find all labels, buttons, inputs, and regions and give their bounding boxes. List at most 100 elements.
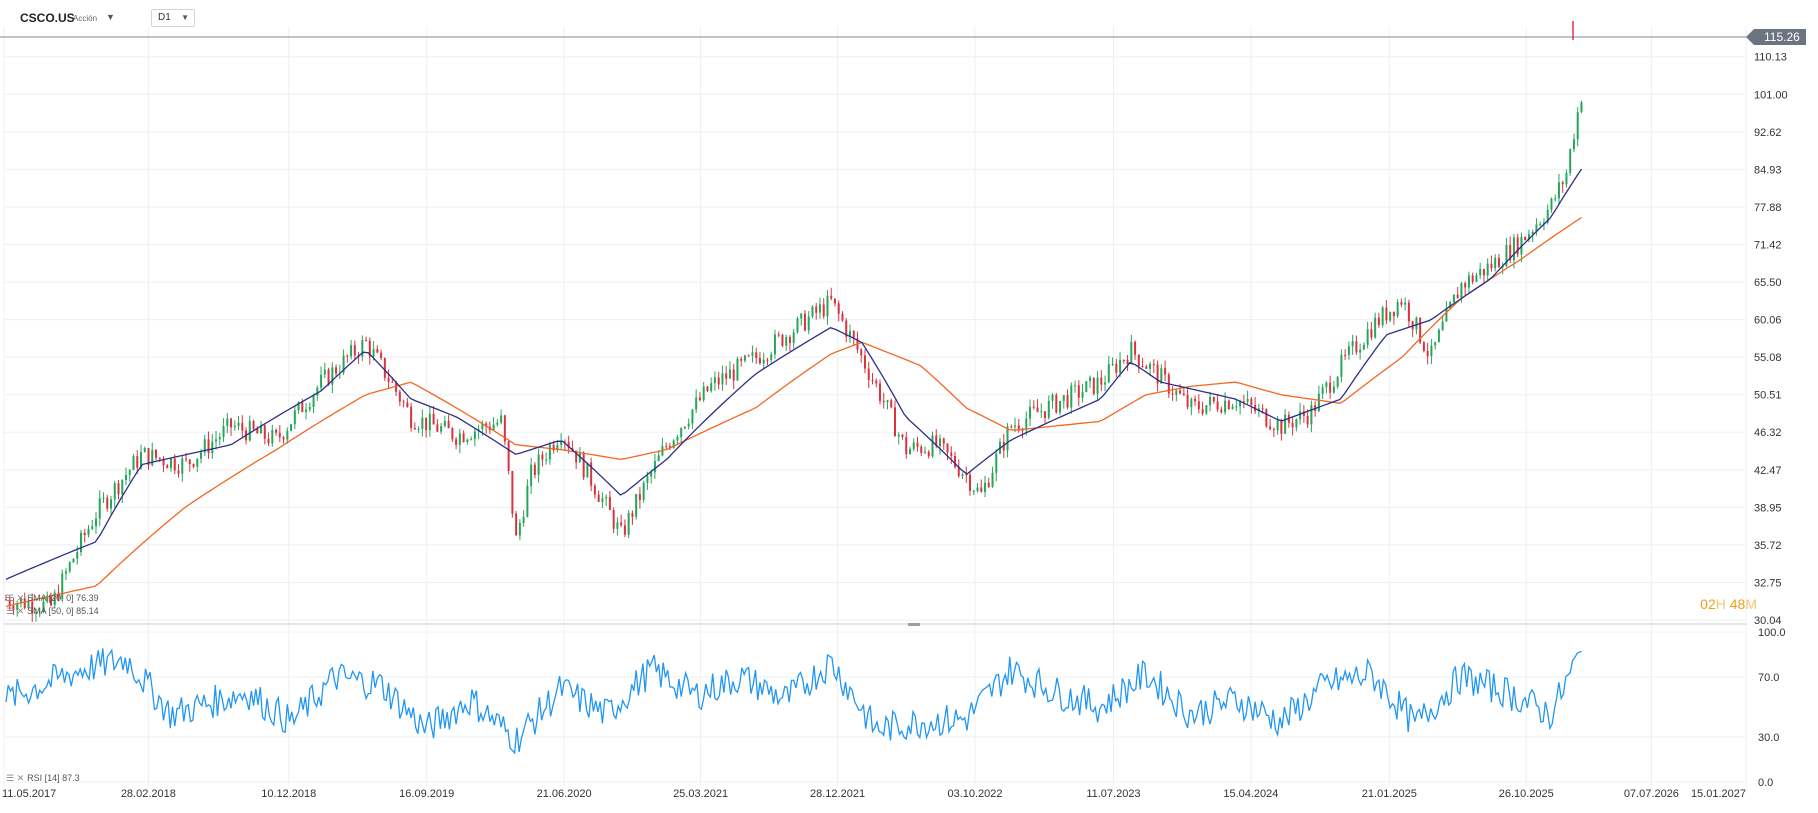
candle-body [215, 439, 218, 442]
candle-body [87, 528, 90, 536]
candle-body [1344, 354, 1347, 356]
candle-body [1310, 405, 1313, 425]
candle-body [713, 377, 716, 384]
candle-body [53, 592, 56, 606]
candle-body [94, 518, 97, 527]
candle-body [702, 386, 705, 401]
candle-body [1040, 411, 1043, 413]
candle-body [1441, 321, 1444, 330]
candle-body [230, 418, 233, 428]
candle-body [19, 598, 22, 604]
timeframe-select[interactable]: D1 ▼ [151, 9, 195, 27]
candle-body [995, 453, 998, 473]
candle-body [954, 455, 957, 467]
candle-body [496, 422, 499, 425]
candle-body [492, 424, 495, 431]
candle-body [916, 442, 919, 447]
candle-body [98, 498, 101, 519]
candle-body [875, 380, 878, 384]
candle-body [1415, 317, 1418, 330]
candle-body [755, 352, 758, 359]
candle-body [79, 532, 82, 553]
candle-body [211, 441, 214, 454]
candle-body [732, 369, 735, 381]
candle-body [447, 420, 450, 429]
candle-body [406, 402, 409, 407]
candle-body [200, 452, 203, 459]
candle-body [537, 454, 540, 475]
candle-body [1490, 263, 1493, 269]
candle-body [1006, 426, 1009, 451]
candle-body [331, 367, 334, 385]
candle-body [848, 331, 851, 337]
current-price-tag: 115.26 [1746, 29, 1806, 45]
symbol-name[interactable]: CSCO.US [20, 11, 75, 25]
candle-body [320, 374, 323, 388]
candle-body [391, 381, 394, 383]
price-axis-label: 60.06 [1754, 315, 1782, 327]
chart-toolbar: CSCO.US Acción ▼ D1 ▼ [0, 0, 1818, 34]
candle-body [1385, 307, 1388, 321]
candle-body [935, 435, 938, 446]
price-axis-label: 32.75 [1754, 578, 1782, 590]
candle-body [1430, 345, 1433, 357]
candle-body [1486, 263, 1489, 276]
candle-body [155, 449, 158, 458]
candle-body [440, 426, 443, 432]
candle-body [312, 395, 315, 407]
legend-settings-icon[interactable]: ☰ ✕ [6, 773, 25, 783]
candle-body [226, 418, 229, 426]
candle-body [263, 425, 266, 439]
candle-body [1212, 397, 1215, 402]
candle-body [68, 562, 71, 572]
candle-body [256, 429, 259, 434]
candle-body [185, 458, 188, 460]
candle-body [1524, 236, 1527, 241]
candle-body [61, 573, 64, 600]
candle-body [548, 444, 551, 460]
candle-body [4, 599, 7, 601]
candle-body [1044, 411, 1047, 418]
candle-body [533, 464, 536, 475]
candle-body [1077, 385, 1080, 398]
candle-body [518, 522, 521, 536]
candle-body [470, 439, 473, 441]
candle-body [372, 349, 375, 357]
candle-body [248, 421, 251, 441]
candle-body [833, 298, 836, 304]
chevron-down-icon: ▼ [181, 13, 189, 22]
candle-body [541, 454, 544, 460]
candle-body [1370, 329, 1373, 338]
legend-settings-icon[interactable]: ☰ ✕ [6, 593, 25, 603]
sma-legend: ☰ ✕ SMA [20, 0] 76.39 [6, 593, 99, 604]
candle-body [1122, 360, 1125, 362]
time-axis-label: 28.02.2018 [121, 788, 176, 800]
candle-body [908, 449, 911, 455]
candle-body [1194, 399, 1197, 402]
candle-body [1032, 406, 1035, 408]
candle-body [443, 420, 446, 427]
candle-body [395, 382, 398, 392]
price-axis-label: 110.13 [1754, 52, 1787, 64]
price-axis-label: 92.62 [1754, 127, 1782, 139]
candle-body [803, 313, 806, 331]
candle-body [601, 498, 604, 502]
candle-body [957, 466, 960, 477]
candle-body [845, 320, 848, 337]
candle-body [1025, 418, 1028, 431]
candle-body [860, 349, 863, 356]
candle-body [170, 458, 173, 469]
time-axis-label: 03.10.2022 [947, 788, 1002, 800]
time-axis-label: 25.03.2021 [673, 788, 728, 800]
chevron-down-icon[interactable]: ▼ [106, 12, 115, 22]
candle-body [436, 424, 439, 432]
candle-body [728, 369, 731, 379]
candle-body [1261, 408, 1264, 410]
candle-body [34, 612, 37, 614]
candle-body [1186, 394, 1189, 408]
candle-body [72, 558, 75, 563]
candle-body [323, 369, 326, 375]
legend-settings-icon[interactable]: ☰ ✕ [6, 606, 25, 616]
candle-body [635, 493, 638, 517]
